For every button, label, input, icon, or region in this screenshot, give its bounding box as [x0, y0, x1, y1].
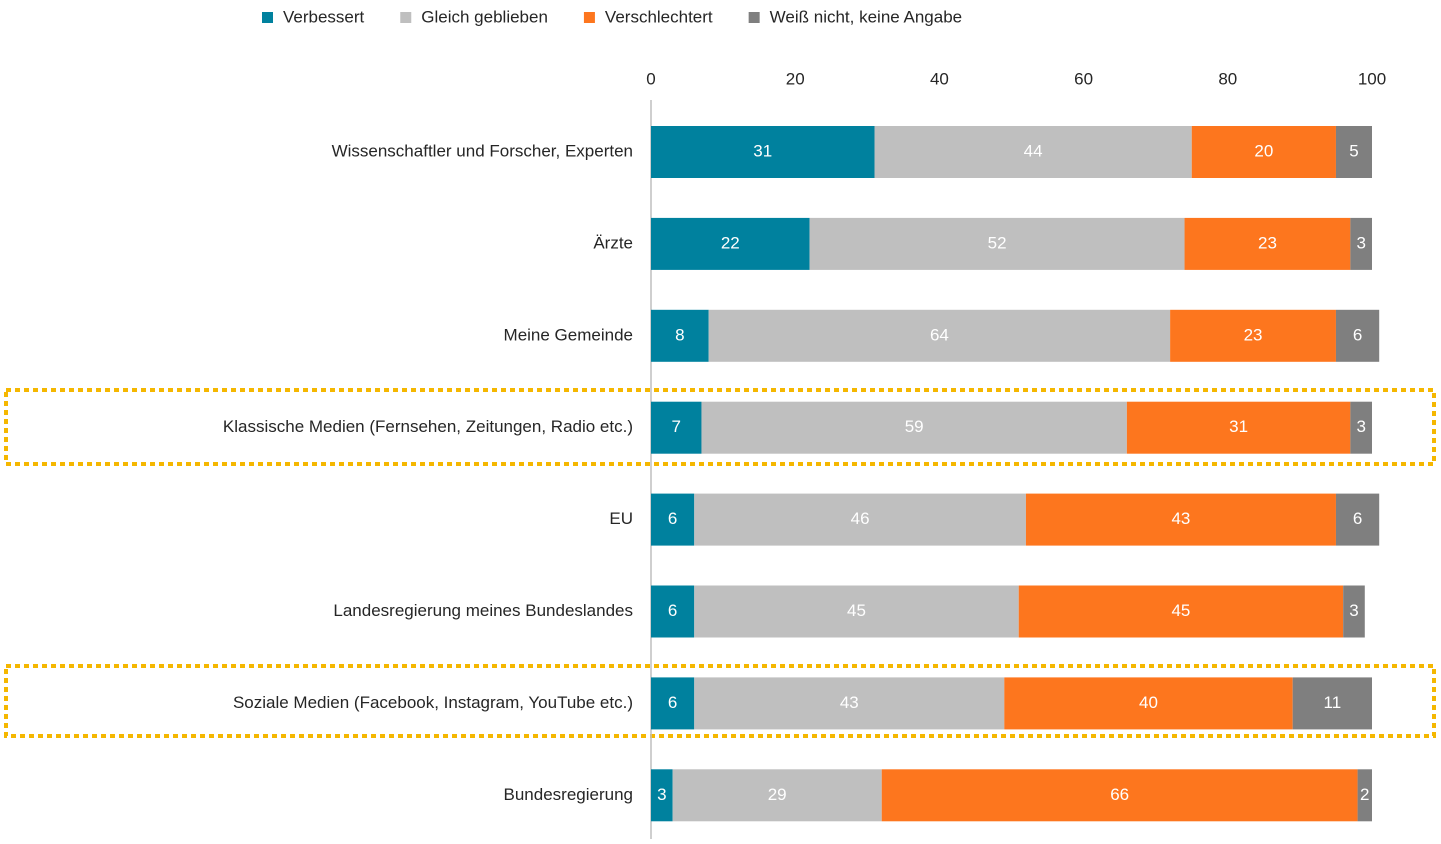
bar-segment — [651, 401, 702, 454]
legend-swatch — [400, 12, 412, 23]
data-label: 6 — [668, 509, 677, 528]
highlight-box — [4, 388, 1436, 466]
data-label: 31 — [1229, 417, 1248, 436]
legend-swatch — [583, 12, 595, 23]
bar-segment — [694, 493, 1026, 546]
legend-label: Verbessert — [283, 7, 365, 26]
bar-segment — [1335, 126, 1372, 178]
x-tick-label: 0 — [646, 69, 655, 88]
data-label: 6 — [1353, 325, 1362, 344]
data-label: 23 — [1258, 233, 1277, 252]
data-label: 6 — [1353, 509, 1362, 528]
data-label: 45 — [847, 601, 866, 620]
bar-segment — [1170, 309, 1336, 362]
data-label: 11 — [1324, 693, 1342, 712]
data-label: 43 — [1171, 509, 1190, 528]
legend-swatch — [262, 12, 273, 23]
bar-segment — [708, 309, 1171, 362]
legend-label: Weiß nicht, keine Angabe — [770, 7, 962, 26]
data-label: 8 — [675, 325, 684, 344]
bar-segment — [1191, 126, 1336, 178]
legend-label: Verschlechtert — [605, 7, 713, 26]
bar-segment — [672, 769, 882, 822]
data-label: 22 — [721, 233, 740, 252]
x-tick-label: 40 — [930, 69, 949, 88]
bar-segment — [694, 677, 1005, 730]
data-label: 23 — [1244, 325, 1263, 344]
data-label: 64 — [930, 325, 949, 344]
bar-segment — [1350, 217, 1372, 270]
data-label: 20 — [1254, 141, 1273, 160]
category-label: Soziale Medien (Facebook, Instagram, You… — [233, 693, 633, 712]
data-label: 6 — [668, 601, 677, 620]
bar-segment — [1004, 677, 1293, 730]
bar-segment — [651, 126, 875, 178]
bar-segment — [651, 309, 709, 362]
bar-segment — [1292, 677, 1372, 730]
x-tick-label: 60 — [1074, 69, 1093, 88]
data-label: 3 — [1356, 417, 1365, 436]
x-tick-label: 100 — [1358, 69, 1386, 88]
bar-segment — [1343, 585, 1365, 638]
data-label: 46 — [851, 509, 870, 528]
bar-segment — [1126, 401, 1351, 454]
bar-segment — [1350, 401, 1372, 454]
data-label: 29 — [768, 785, 787, 804]
bar-segment — [651, 769, 673, 822]
bar-segment — [694, 585, 1019, 638]
category-label: Bundesregierung — [504, 785, 633, 804]
bar-segment — [651, 677, 695, 730]
data-label: 31 — [753, 141, 772, 160]
data-label: 3 — [1356, 233, 1365, 252]
bar-segment — [1025, 493, 1336, 546]
data-label: 3 — [657, 785, 666, 804]
bar-segment — [1184, 217, 1351, 270]
bar-segment — [1357, 769, 1372, 822]
bar-segment — [651, 217, 810, 270]
data-label: 44 — [1024, 141, 1043, 160]
x-tick-label: 20 — [786, 69, 805, 88]
data-label: 45 — [1171, 601, 1190, 620]
category-label: Klassische Medien (Fernsehen, Zeitungen,… — [223, 417, 633, 436]
data-label: 3 — [1349, 601, 1358, 620]
bar-segment — [809, 217, 1185, 270]
bar-segment — [1335, 493, 1380, 546]
bar-segment — [651, 493, 695, 546]
data-label: 66 — [1110, 785, 1129, 804]
data-label: 52 — [988, 233, 1007, 252]
bar-segment — [874, 126, 1192, 178]
legend-swatch — [748, 12, 760, 23]
data-label: 5 — [1349, 141, 1358, 160]
category-label: EU — [609, 509, 633, 528]
category-label: Landesregierung meines Bundeslandes — [333, 601, 633, 620]
bar-segment — [881, 769, 1358, 822]
bar-segment — [701, 401, 1127, 454]
highlight-box — [4, 664, 1436, 738]
bar-segment — [1018, 585, 1344, 638]
data-label: 43 — [840, 693, 859, 712]
data-label: 7 — [672, 417, 681, 436]
data-label: 40 — [1139, 693, 1158, 712]
category-label: Wissenschaftler und Forscher, Experten — [332, 141, 633, 160]
x-tick-label: 80 — [1218, 69, 1237, 88]
bar-segment — [1335, 309, 1380, 362]
data-label: 2 — [1360, 785, 1369, 804]
data-label: 59 — [905, 417, 924, 436]
bar-segment — [651, 585, 695, 638]
category-label: Ärzte — [593, 233, 633, 252]
data-label: 6 — [668, 693, 677, 712]
category-label: Meine Gemeinde — [504, 325, 633, 344]
legend-label: Gleich geblieben — [421, 7, 548, 26]
